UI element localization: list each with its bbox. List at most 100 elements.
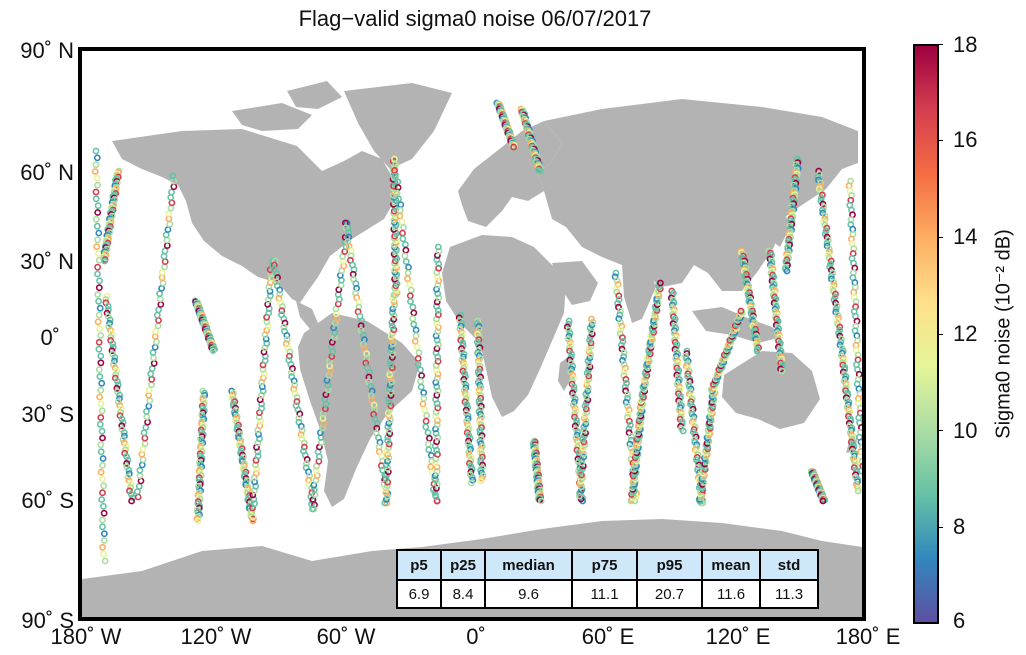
track-point <box>583 381 591 389</box>
track-point <box>111 354 119 361</box>
track-point <box>134 493 142 501</box>
track-point <box>158 284 165 292</box>
track-point <box>460 350 468 358</box>
track-point <box>163 242 171 249</box>
track-point <box>159 279 167 287</box>
track-point <box>125 470 133 478</box>
track-point <box>817 179 825 187</box>
track-point <box>91 168 99 175</box>
track-point <box>613 277 621 284</box>
track-point <box>138 450 146 458</box>
track-point <box>166 220 174 228</box>
track-point <box>296 410 304 418</box>
stats-value-p95: 20.7 <box>636 579 703 609</box>
track-point <box>116 391 123 399</box>
track-point <box>386 371 394 379</box>
track-point <box>385 440 393 448</box>
track-point <box>293 398 301 405</box>
track-point <box>476 426 484 434</box>
satellite-tracks <box>91 99 862 565</box>
track-point <box>97 468 105 476</box>
track-point <box>384 468 392 476</box>
track-point <box>270 261 278 269</box>
track-point <box>619 334 626 341</box>
track-point <box>98 475 106 483</box>
track-point <box>622 375 630 383</box>
track-point <box>92 161 100 169</box>
track-point <box>145 402 153 410</box>
track-point <box>571 422 579 430</box>
track-point <box>679 427 687 435</box>
track-point <box>109 343 117 351</box>
track-point <box>144 418 151 426</box>
colorbar-tick-12: 12 <box>953 321 978 346</box>
track-point <box>160 252 168 260</box>
track-point <box>249 517 257 525</box>
track-point <box>209 347 217 355</box>
track-point <box>96 420 104 428</box>
track-point <box>433 421 441 429</box>
track-point <box>258 404 265 412</box>
track-point <box>583 408 591 416</box>
greenland <box>344 83 452 169</box>
track-point <box>395 195 402 203</box>
lon-label-60w: 60˚ W <box>316 624 376 649</box>
track-point <box>122 442 130 450</box>
track-point <box>114 398 122 406</box>
track-point <box>396 206 404 214</box>
track-point <box>114 377 121 385</box>
track-point <box>97 414 105 421</box>
track-point <box>421 406 428 414</box>
lon-label-0: 0˚ <box>466 624 486 649</box>
track-point <box>565 317 573 325</box>
stats-header-mean: mean <box>701 549 761 581</box>
track-point <box>386 381 394 389</box>
colorbar-label: Sigma0 noise (10⁻² dB) <box>992 229 1015 439</box>
track-point <box>139 445 147 453</box>
track-point <box>107 333 115 341</box>
track-point <box>168 199 176 207</box>
track-point <box>280 323 288 331</box>
track-point <box>95 338 103 346</box>
track-point <box>99 502 107 510</box>
track-point <box>825 245 833 253</box>
track-point <box>823 224 831 232</box>
track-point <box>384 423 392 431</box>
track-point <box>99 434 106 442</box>
world-map[interactable] <box>78 47 866 621</box>
track-point <box>95 229 103 237</box>
track-point <box>146 397 154 405</box>
track-point <box>382 461 390 469</box>
track-point <box>433 467 441 475</box>
track-point <box>385 444 393 451</box>
track-point <box>99 523 106 531</box>
track-point <box>388 353 396 361</box>
track-point <box>300 439 308 447</box>
track-point <box>537 497 545 505</box>
track-point <box>164 226 172 233</box>
track-point <box>103 292 111 300</box>
track-point <box>92 188 100 196</box>
lon-label-120e: 120˚ E <box>705 624 771 649</box>
colorbar-tick-8: 8 <box>953 514 966 539</box>
track-point <box>303 455 311 463</box>
track-point <box>431 459 439 467</box>
track-point <box>433 319 441 327</box>
track-point <box>302 460 310 467</box>
track-point <box>93 174 101 182</box>
track-point <box>832 290 839 298</box>
colorbar <box>913 44 939 624</box>
track-point <box>390 315 398 323</box>
track-point <box>168 188 175 196</box>
stats-value-mean: 11.6 <box>701 579 761 609</box>
track-point <box>93 222 101 230</box>
track-point <box>287 369 295 376</box>
lat-label-30n: 30˚ N <box>20 249 74 274</box>
track-point <box>388 322 396 330</box>
track-point <box>128 497 135 505</box>
track-point <box>163 236 171 244</box>
track-point <box>382 475 390 483</box>
track-point <box>148 381 155 388</box>
track-point <box>432 412 440 420</box>
track-point <box>156 290 163 298</box>
